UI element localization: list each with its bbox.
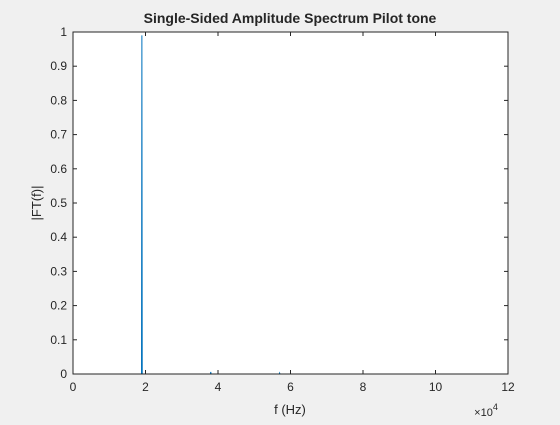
y-tick-label: 0.2 (50, 299, 67, 313)
x-exponent-base: ×10 (474, 407, 493, 419)
x-tick-label: 6 (287, 380, 294, 394)
series-layer (73, 35, 508, 375)
x-tick-label: 4 (215, 380, 222, 394)
y-tick-label: 0.9 (50, 59, 67, 73)
x-tick-label: 2 (142, 380, 149, 394)
y-tick-label: 1 (60, 25, 67, 39)
y-tick-label: 0.3 (50, 264, 67, 278)
x-axis-label: f (Hz) (274, 402, 306, 417)
y-axis-label: |FT(f)| (29, 186, 44, 221)
x-tick-label: 8 (360, 380, 367, 394)
y-tick-label: 0 (60, 367, 67, 381)
plot-area (73, 32, 508, 374)
y-tick-label: 0.1 (50, 333, 67, 347)
y-tick-label: 0.5 (50, 196, 67, 210)
y-axis-ticks: 0 0.1 0.2 0.3 0.4 0.5 0.6 0.7 0.8 0.9 1 (50, 25, 508, 381)
y-tick-label: 0.7 (50, 128, 67, 142)
y-tick-label: 0.8 (50, 93, 67, 107)
x-axis-ticks: 0 2 4 6 8 10 12 (70, 32, 515, 394)
y-tick-label: 0.4 (50, 230, 67, 244)
chart-title: Single-Sided Amplitude Spectrum Pilot to… (144, 10, 437, 26)
y-tick-label: 0.6 (50, 162, 67, 176)
x-tick-label: 10 (429, 380, 443, 394)
x-exponent-power: 4 (493, 402, 498, 412)
x-tick-label: 0 (70, 380, 77, 394)
x-tick-label: 12 (501, 380, 515, 394)
series-line-1 (73, 35, 508, 375)
x-axis-exponent: ×104 (474, 402, 498, 419)
